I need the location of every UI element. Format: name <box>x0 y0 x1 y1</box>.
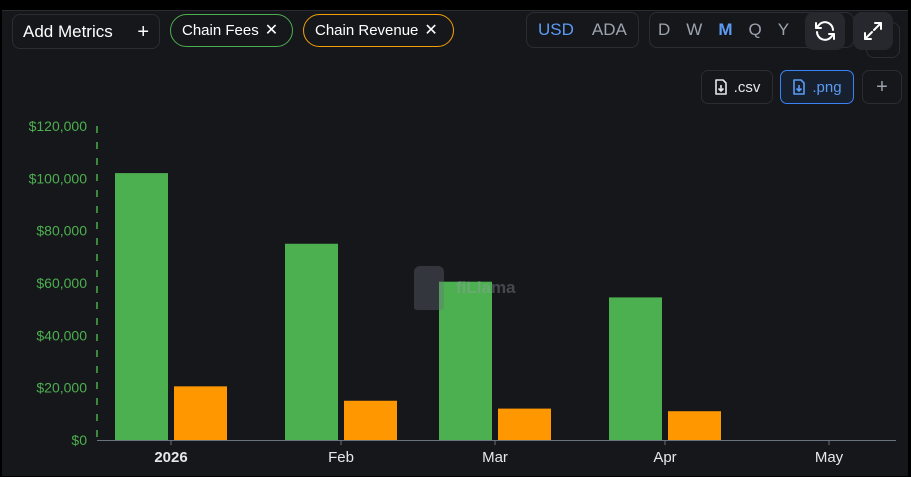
y-tick-label: $0 <box>71 432 87 448</box>
x-tick-label: Mar <box>482 449 508 466</box>
close-icon[interactable]: ✕ <box>424 21 438 39</box>
chart-bars <box>115 173 721 440</box>
x-axis: 2026 Feb Mar Apr May <box>97 440 896 466</box>
x-tick-label: Apr <box>653 449 676 466</box>
bar-chain-revenue[interactable] <box>344 400 397 440</box>
bar-chain-fees[interactable] <box>115 173 168 440</box>
watermark-text: fiLlama <box>456 278 516 297</box>
x-tick-label: May <box>815 449 844 466</box>
close-icon[interactable]: ✕ <box>264 21 279 39</box>
period-option-quarter[interactable]: Q <box>748 20 762 39</box>
bar-chain-revenue[interactable] <box>174 386 227 440</box>
download-csv-button[interactable]: .csv <box>701 70 773 104</box>
y-tick-label: $40,000 <box>36 327 87 343</box>
metric-pill-chain-fees[interactable]: Chain Fees ✕ <box>170 14 293 47</box>
bar-chain-revenue[interactable] <box>668 411 721 440</box>
bar-chain-fees[interactable] <box>285 243 338 440</box>
expand-icon <box>864 22 882 40</box>
metric-pill-chain-revenue[interactable]: Chain Revenue ✕ <box>303 14 454 47</box>
y-tick-label: $20,000 <box>36 380 87 396</box>
x-tick-label: 2026 <box>154 449 187 466</box>
png-label: .png <box>812 78 842 96</box>
metric-pill-label: Chain Revenue <box>315 22 419 39</box>
llama-logo-icon <box>414 266 444 310</box>
y-tick-label: $80,000 <box>36 223 87 239</box>
add-metrics-button[interactable]: Add Metrics + <box>12 14 160 49</box>
y-tick-label: $120,000 <box>29 118 88 134</box>
file-download-icon <box>714 79 727 95</box>
csv-label: .csv <box>733 78 761 96</box>
add-metrics-label: Add Metrics <box>23 21 113 41</box>
y-tick-label: $100,000 <box>29 170 88 186</box>
bar-chain-fees[interactable] <box>439 281 492 440</box>
y-axis: $0 $20,000 $40,000 $60,000 $80,000 $100,000 $1… <box>29 118 98 448</box>
period-toggle: D W M Q Y <box>649 12 854 48</box>
defillama-watermark: fiLlama <box>414 266 516 310</box>
plus-icon: + <box>137 20 149 43</box>
currency-option-usd[interactable]: USD <box>538 20 574 39</box>
x-tick-label: Feb <box>328 449 354 466</box>
file-download-icon <box>793 79 806 95</box>
download-png-button[interactable]: .png <box>780 70 854 104</box>
period-option-month[interactable]: M <box>718 20 733 39</box>
bar-chain-revenue[interactable] <box>498 408 551 440</box>
refresh-icon <box>815 21 835 41</box>
refresh-button[interactable] <box>805 12 845 50</box>
y-tick-label: $60,000 <box>36 275 87 291</box>
currency-toggle: USD ADA <box>526 12 639 48</box>
plus-icon: + <box>876 75 888 98</box>
currency-option-ada[interactable]: ADA <box>591 20 627 39</box>
period-option-year[interactable]: Y <box>777 20 790 39</box>
metric-pill-label: Chain Fees <box>182 22 259 39</box>
period-option-week[interactable]: W <box>686 20 703 39</box>
add-chart-button[interactable]: + <box>862 70 902 104</box>
period-option-day[interactable]: D <box>658 20 671 39</box>
expand-button[interactable] <box>853 12 893 50</box>
bar-chain-fees[interactable] <box>609 297 662 440</box>
